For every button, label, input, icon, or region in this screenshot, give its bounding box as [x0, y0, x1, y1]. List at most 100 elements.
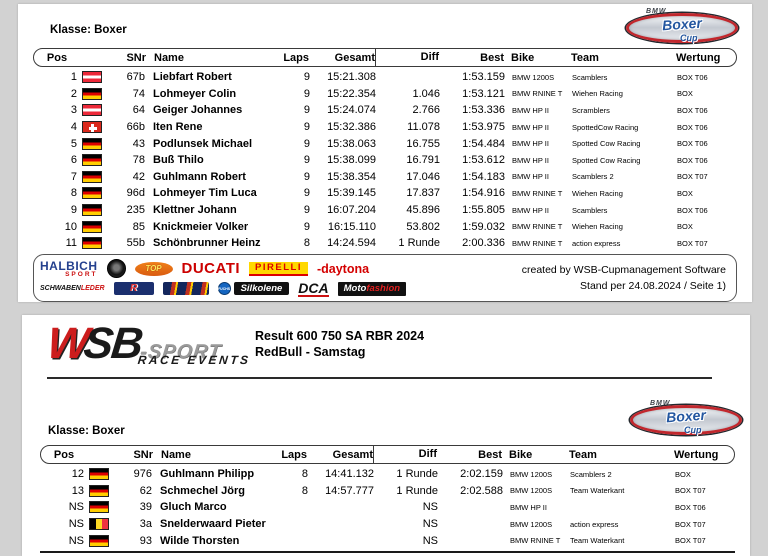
results-page-2-panel: WSB-SPORT RACE EVENTS Result 600 750 SA …	[22, 315, 750, 556]
cell-best: 1:53.159	[462, 71, 505, 84]
cell-bike: BMW HP II	[512, 205, 549, 215]
cell-snr: 39	[139, 501, 152, 514]
cell-snr: 93	[139, 534, 152, 547]
sponsor-rrace-logo: R	[113, 282, 154, 296]
cell-pos: 6	[70, 154, 77, 167]
cell-pos: 2	[70, 87, 77, 100]
results-row: 8 96d Lohmeyer Tim Luca 9 15:39.145 17.837 1:5…	[33, 185, 737, 202]
results-row: 3 64 Geiger Johannes 9 15:24.074 2.766 1:53.33…	[33, 102, 737, 119]
cell-name: Geiger Johannes	[153, 104, 243, 117]
cell-laps: 9	[303, 71, 310, 84]
cell-wertung: BOX	[677, 222, 693, 232]
header-best: Best	[480, 51, 504, 64]
header-diff: Diff	[375, 49, 439, 66]
cell-snr: 3a	[139, 518, 152, 531]
flag-de-icon	[82, 137, 102, 150]
cell-name: Guhlmann Robert	[153, 170, 246, 183]
header-diff: Diff	[373, 446, 437, 463]
cell-pos: NS	[68, 534, 84, 547]
sponsor-text: FUCHS	[217, 282, 231, 296]
header-wertung: Wertung	[674, 448, 719, 461]
cell-team: Team Waterkant	[570, 486, 625, 496]
results-row: 5 43 Podlunsek Michael 9 15:38.063 16.755 1:54…	[33, 135, 737, 152]
cell-name: Klettner Johann	[153, 204, 237, 217]
cell-diff: 17.837	[406, 187, 440, 200]
logo-w: W	[44, 319, 87, 368]
boxer-wordmark: Boxer	[665, 406, 707, 426]
flag-cell	[86, 534, 112, 547]
cell-team: Scamblers	[572, 205, 608, 215]
header-pos: Pos	[46, 51, 68, 64]
cell-gesamt: 15:32.386	[327, 121, 376, 134]
cell-pos: 10	[64, 220, 77, 233]
cell-wertung: BOX T06	[677, 105, 708, 115]
header-snr: SNr	[133, 448, 153, 461]
cell-best: 1:54.916	[462, 187, 505, 200]
sponsor-silkolene-logo: FUCHS Silkolene	[217, 282, 290, 296]
cell-diff: 17.046	[406, 170, 440, 183]
bmw-wordmark: BMW	[650, 400, 671, 407]
cell-pos: 9	[70, 204, 77, 217]
sponsor-logos: HALBICH SPORT TOP DUCATI PIRELLI - daytona SCH…	[40, 258, 464, 298]
flag-cell	[79, 220, 105, 233]
cell-gesamt: 15:38.354	[327, 170, 376, 183]
flag-de-icon	[89, 501, 109, 514]
cell-gesamt: 14:57.777	[325, 484, 374, 497]
cell-bike: BMW HP II	[512, 155, 549, 165]
cell-bike: BMW 1200S	[510, 469, 553, 479]
cell-gesamt: 15:21.308	[327, 71, 376, 84]
cell-name: Gluch Marco	[160, 501, 227, 514]
cell-snr: 235	[126, 204, 145, 217]
flag-cell	[79, 154, 105, 167]
flag-de-icon	[89, 484, 109, 497]
results-row: 12 976 Guhlmann Philipp 8 14:41.132 1 Runde 2:…	[40, 466, 735, 483]
flag-cell	[79, 137, 105, 150]
cell-diff: 2.766	[412, 104, 440, 117]
cell-name: Lohmeyer Colin	[153, 87, 237, 100]
cell-best: 1:53.121	[462, 87, 505, 100]
cell-name: Lohmeyer Tim Luca	[153, 187, 257, 200]
class-label: Klasse: Boxer	[48, 425, 125, 437]
sponsor-text: DUCATI	[181, 260, 241, 278]
results-row: 13 62 Schmechel Jörg 8 14:57.777 1 Runde 2:02.…	[40, 483, 735, 500]
cell-name: Iten Rene	[153, 121, 203, 134]
cell-best: 2:00.336	[462, 237, 505, 250]
cell-name: Wilde Thorsten	[160, 534, 240, 547]
cell-name: Schönbrunner Heinz	[153, 237, 261, 250]
cell-bike: BMW HP II	[512, 172, 549, 182]
cell-team: SpottedCow Racing	[572, 122, 639, 132]
results-page-1-panel: Klasse: Boxer BMW Boxer Cup Pos SNr Name La…	[18, 4, 752, 302]
sponsor-motofashion-logo: Moto fashion	[337, 281, 407, 296]
cell-diff: NS	[422, 534, 438, 547]
cell-wertung: BOX T07	[677, 172, 708, 182]
cell-best: 1:53.975	[462, 121, 505, 134]
cell-team: Scamblers	[572, 72, 608, 82]
cell-team: Scamblers 2	[572, 172, 614, 182]
cell-team: Wiehen Racing	[572, 222, 623, 232]
cell-gesamt: 15:39.145	[327, 187, 376, 200]
sponsor-text: -	[316, 261, 322, 276]
sponsor-text: SPORT	[65, 270, 98, 278]
cell-best: 1:54.183	[462, 170, 505, 183]
results-table: Pos SNr Name Laps Gesamt Diff Best Bike Team Wert…	[40, 445, 735, 554]
sponsor-daytona-logo: - daytona	[317, 262, 369, 276]
class-label: Klasse: Boxer	[50, 24, 127, 36]
cell-diff: 16.791	[406, 154, 440, 167]
cell-laps: 8	[301, 484, 308, 497]
report-title: Result 600 750 SA RBR 2024 RedBull - Sam…	[255, 328, 424, 360]
flag-cell	[79, 121, 105, 134]
cell-wertung: BOX T07	[677, 238, 708, 248]
cell-team: Wiehen Racing	[572, 89, 623, 99]
sponsor-text: DCA	[298, 279, 329, 297]
cell-diff: 1 Runde	[396, 484, 438, 497]
stand-per-line: Stand per 24.08.2024 / Seite 1)	[580, 280, 726, 292]
flag-ch-icon	[82, 121, 102, 134]
cell-snr: 67b	[126, 71, 145, 84]
table-header-row: Pos SNr Name Laps Gesamt Diff Best Bike Team Wert…	[40, 445, 735, 464]
cell-wertung: BOX T07	[675, 486, 706, 496]
cell-team: Team Waterkant	[570, 536, 625, 546]
flag-de-icon	[82, 87, 102, 100]
cell-pos: 4	[70, 121, 77, 134]
footer-sponsor-box: HALBICH SPORT TOP DUCATI PIRELLI - daytona SCH…	[33, 254, 737, 302]
cell-team: Scramblers	[572, 105, 610, 115]
